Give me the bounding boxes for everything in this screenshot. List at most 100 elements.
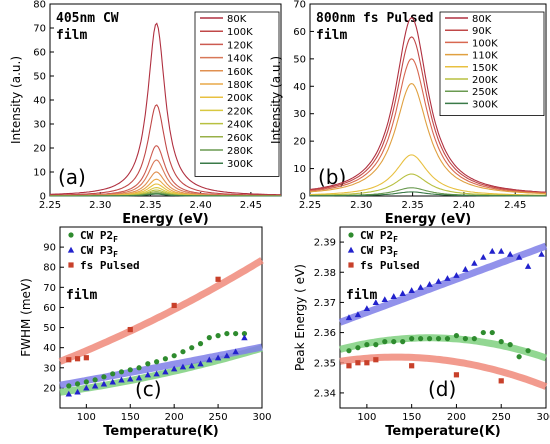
data-point-triangle <box>435 278 442 284</box>
y-tick-label: 40 <box>293 82 306 93</box>
data-point-circle <box>435 336 442 342</box>
legend-label: 80K <box>227 14 247 25</box>
data-point-square <box>409 363 415 369</box>
legend-label: fs Pulsed <box>360 259 420 272</box>
legend-label: 280K <box>227 146 253 157</box>
annotation-excitation: 800nm fs Pulsed <box>316 11 433 26</box>
data-point-triangle <box>118 376 125 383</box>
x-axis-label: Temperature(K) <box>103 424 218 439</box>
data-point-triangle <box>363 305 371 312</box>
data-point-square <box>171 302 177 309</box>
data-point-square <box>215 276 221 282</box>
data-point-circle <box>409 336 415 342</box>
data-point-square <box>74 356 81 362</box>
plot-frame <box>309 3 547 197</box>
legend-label: CW P3F <box>360 244 398 259</box>
data-point-circle <box>206 335 212 341</box>
y-tick-label: 80 <box>33 0 46 11</box>
plot-frame <box>59 226 263 409</box>
y-tick-label: 2.39 <box>314 238 336 249</box>
data-point-circle <box>171 353 177 359</box>
spectrum-300K <box>310 191 546 197</box>
y-tick-label: 70 <box>293 0 306 11</box>
legend-label: 100K <box>227 27 253 38</box>
y-tick-label: 2.36 <box>314 328 336 339</box>
data-point-circle <box>74 381 81 387</box>
data-point-triangle <box>390 293 397 299</box>
y-tick-label: 30 <box>293 109 306 120</box>
legend-label: CW P3F <box>80 244 118 259</box>
data-point-square <box>66 357 72 363</box>
data-point-circle <box>426 336 433 342</box>
data-point-triangle <box>223 352 231 359</box>
legend-label: 120K <box>227 40 253 51</box>
fit-band <box>339 334 548 362</box>
legend-label: 150K <box>472 63 498 74</box>
data-point-circle <box>233 330 239 337</box>
legend-label: 220K <box>227 106 253 117</box>
data-point-triangle <box>214 354 222 361</box>
data-point-triangle <box>170 365 178 372</box>
data-point-triangle <box>515 253 523 260</box>
data-point-triangle <box>471 260 478 266</box>
data-point-triangle <box>144 371 152 378</box>
data-point-circle <box>462 336 468 342</box>
data-point-triangle <box>462 266 469 272</box>
legend-label-subscript: F <box>393 250 398 259</box>
legend-label-subscript: F <box>113 235 118 244</box>
x-tick-label: 100 <box>77 412 96 423</box>
data-point-triangle <box>498 247 505 254</box>
annotation-film: film <box>316 28 347 43</box>
y-tick-label: 0 <box>300 192 306 203</box>
x-tick-label: 2.45 <box>504 200 526 211</box>
x-tick-label: 100 <box>357 412 376 423</box>
data-point-circle <box>224 330 230 337</box>
spectrum-100K <box>50 104 281 196</box>
data-point-circle <box>498 339 504 345</box>
legend-label: 110K <box>472 51 498 62</box>
legend-label: fs Pulsed <box>80 259 140 272</box>
y-tick-label: 30 <box>33 120 46 131</box>
y-tick-label: 70 <box>43 283 56 294</box>
x-tick-label: 250 <box>492 412 511 423</box>
data-point-triangle <box>153 370 160 377</box>
y-tick-label: 20 <box>43 383 56 394</box>
legend-label-main: CW P3 <box>360 244 393 257</box>
data-point-circle <box>215 333 221 339</box>
data-point-triangle <box>506 250 514 257</box>
annotation-film: film <box>66 288 97 303</box>
spectrum-90K <box>309 36 547 194</box>
legend-label-subscript: F <box>393 235 398 244</box>
y-axis-label: Intensity (a.u.) <box>9 56 23 144</box>
legend-label-main: fs Pulsed <box>80 259 140 272</box>
y-tick-label: 0 <box>40 192 46 203</box>
y-axis-label: FWHM (meV) <box>19 278 33 357</box>
y-axis-label: Intensity (a.u.) <box>269 56 283 144</box>
data-point-circle <box>400 339 406 345</box>
y-tick-label: 60 <box>43 303 56 314</box>
data-point-circle <box>382 339 388 345</box>
legend-label: 260K <box>227 133 253 144</box>
legend-label-main: CW P2 <box>80 229 113 242</box>
plot-frame <box>339 226 547 409</box>
data-point-triangle <box>135 374 143 381</box>
fit-band <box>338 242 548 326</box>
x-tick-label: 2.30 <box>89 200 111 211</box>
data-point-triangle <box>444 275 451 281</box>
data-point-circle <box>480 329 486 336</box>
x-tick-label: 2.40 <box>453 200 475 211</box>
spectrum-200K <box>310 173 546 197</box>
legend-label: CW P2F <box>360 229 398 244</box>
data-point-square <box>127 326 133 333</box>
y-tick-label: 2.38 <box>314 268 336 279</box>
data-point-triangle <box>109 378 116 385</box>
data-point-triangle <box>127 375 134 382</box>
data-point-circle <box>346 348 352 354</box>
x-tick-label: 2.35 <box>401 200 423 211</box>
y-tick-label: 10 <box>293 164 306 175</box>
data-point-circle <box>110 371 116 377</box>
y-tick-label: 20 <box>33 144 46 155</box>
y-tick-label: 90 <box>43 243 56 254</box>
data-point-triangle <box>65 390 72 397</box>
legend-label-subscript: F <box>113 250 118 259</box>
